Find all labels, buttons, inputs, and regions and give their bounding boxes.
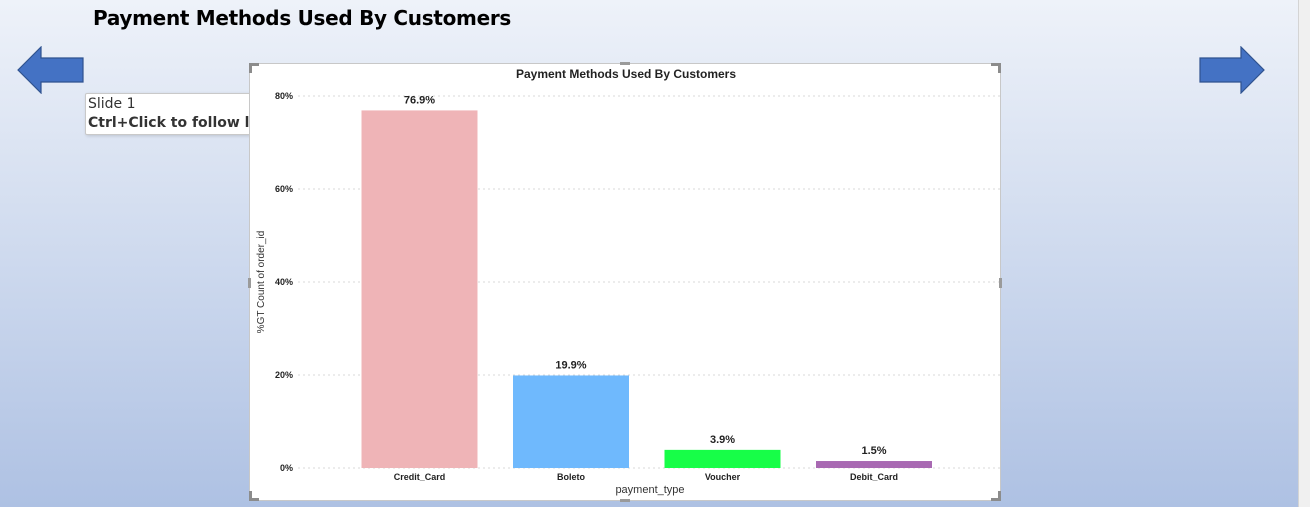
tooltip-follow-link-hint: Ctrl+Click to follow link [88,115,274,131]
resize-handle-bottom-right[interactable] [991,491,1001,501]
hyperlink-tooltip: Slide 1 Ctrl+Click to follow link [85,93,274,135]
data-label: 1.5% [861,445,886,457]
y-tick-label: 0% [280,463,293,473]
bar-voucher [664,449,781,468]
data-label: 19.9% [555,359,586,371]
vertical-scrollbar[interactable] [1298,0,1310,507]
chart-title: Payment Methods Used By Customers [516,67,736,81]
data-label: 3.9% [710,434,735,446]
resize-handle-bottom[interactable] [620,499,630,502]
y-tick-label: 20% [275,370,293,380]
y-axis-label: %GT Count of order_id [256,231,267,334]
tooltip-slide-label: Slide 1 [88,96,136,112]
next-slide-button[interactable] [1199,45,1267,99]
left-arrow-icon [17,45,84,95]
x-tick-label: Credit_Card [394,472,446,482]
resize-handle-left[interactable] [248,278,251,288]
chart-image[interactable]: Payment Methods Used By Customers 0% 20% 40… [248,62,1002,502]
resize-handle-top-right[interactable] [991,63,1001,73]
resize-handle-bottom-left[interactable] [249,491,259,501]
x-tick-label: Voucher [705,472,741,482]
y-tick-label: 60% [275,184,293,194]
bar-debit-card [816,461,932,468]
right-arrow-icon [1199,45,1265,95]
slide-title: Payment Methods Used By Customers [93,6,512,30]
bar-boleto [513,375,629,468]
resize-handle-right[interactable] [999,278,1002,288]
y-tick-label: 80% [275,91,293,101]
resize-handle-top-left[interactable] [249,63,259,73]
y-tick-label: 40% [275,277,293,287]
data-label: 76.9% [404,94,435,106]
x-tick-label: Debit_Card [850,472,898,482]
x-axis-label: payment_type [615,484,684,496]
bar-chart: Payment Methods Used By Customers 0% 20% 40… [256,67,1000,496]
resize-handle-top[interactable] [620,62,630,65]
previous-slide-button[interactable] [17,45,85,99]
bar-credit-card [361,110,478,468]
x-tick-label: Boleto [557,472,586,482]
